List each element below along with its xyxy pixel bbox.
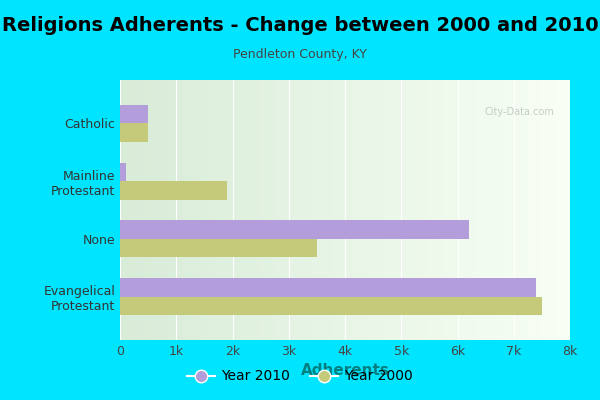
Bar [120, 220, 469, 239]
Text: Religions Adherents - Change between 2000 and 2010: Religions Adherents - Change between 200… [2, 16, 598, 35]
Bar [120, 278, 536, 297]
Text: Pendleton County, KY: Pendleton County, KY [233, 48, 367, 61]
Bar [120, 105, 148, 123]
Text: City-Data.com: City-Data.com [484, 107, 554, 117]
Bar [120, 123, 148, 142]
Legend: Year 2010, Year 2000: Year 2010, Year 2000 [182, 364, 418, 389]
X-axis label: Adherents: Adherents [301, 364, 389, 378]
Bar [120, 163, 125, 181]
Bar [120, 239, 317, 257]
Bar [120, 297, 542, 315]
Bar [120, 181, 227, 200]
